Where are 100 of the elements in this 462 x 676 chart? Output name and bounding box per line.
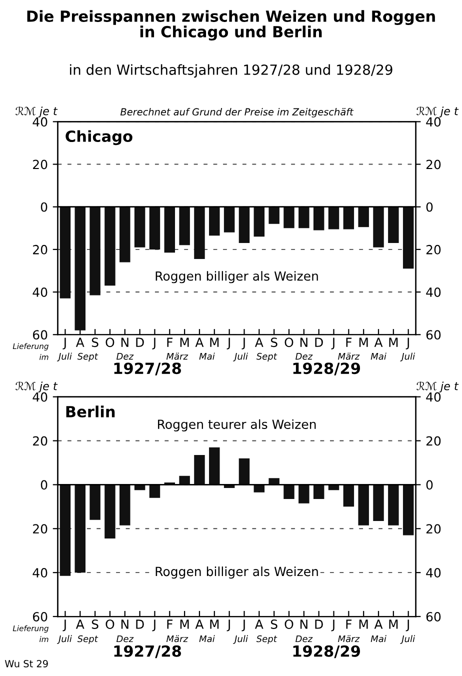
bar [313, 484, 324, 499]
y-tick-label: 40 [32, 392, 48, 402]
bar [209, 447, 220, 485]
text: Mai [199, 352, 215, 360]
text: Wu St 29 [4, 660, 48, 668]
y-tick-label: 40 [32, 288, 48, 297]
x-tick-label: D [315, 620, 323, 629]
x-tick-label: D [136, 338, 144, 347]
bar [104, 484, 116, 539]
x-tick-label: A [76, 338, 84, 347]
bar [194, 455, 205, 485]
x-tick-label: A [254, 338, 264, 347]
x-tick-label: O [284, 620, 294, 629]
x-tick-label: M [359, 620, 368, 629]
x-tick-label: M [180, 620, 189, 629]
x-tick-label: F [346, 338, 352, 347]
text: März [338, 352, 360, 360]
x-tick-label: A [374, 620, 383, 629]
text: Dez [296, 353, 313, 360]
bar [238, 458, 250, 485]
text: Mai [199, 635, 215, 642]
text: 1928/29 [293, 645, 360, 658]
x-tick-label: J [152, 338, 156, 350]
annotation: Berlin [66, 406, 115, 418]
text: Mai [370, 352, 386, 360]
x-tick-label: A [195, 338, 204, 347]
x-tick-label: M [359, 338, 368, 347]
x-tick-label: F [346, 620, 352, 629]
y2-axis-title: ℛℳ je t [416, 106, 459, 118]
text: Sept [77, 352, 98, 362]
y-tick-label: 40 [32, 117, 48, 127]
x-tick-label: S [92, 620, 98, 629]
text: Sept [256, 635, 278, 644]
x-tick-label: N [121, 338, 128, 347]
bar [149, 484, 160, 498]
x-tick-label: O [284, 338, 294, 348]
y2-axis-title: ℛℳ je t [416, 382, 459, 392]
x-tick-label: M [180, 338, 189, 347]
x-tick-label: J [62, 620, 66, 632]
y2-tick-label: 60 [426, 330, 441, 340]
y2-tick-label: 40 [426, 288, 441, 297]
x-tick-label: O [106, 620, 114, 629]
x-tick-label: J [406, 338, 409, 350]
y2-tick-label: 20 [426, 160, 441, 170]
y-tick-label: 0 [40, 202, 48, 212]
x-tick-label: F [167, 620, 173, 629]
x-tick-label: N [300, 620, 308, 629]
annotation: Chicago [66, 130, 132, 146]
y-tick-label: 20 [33, 244, 48, 254]
y2-tick-label: 0 [426, 202, 433, 212]
y2-tick-label: 40 [426, 392, 441, 402]
x-tick-label: O [106, 338, 114, 348]
x-tick-label: D [315, 338, 323, 347]
text: Juli [400, 635, 415, 644]
x-tick-label: A [195, 620, 204, 629]
y-tick-label: 20 [33, 524, 48, 534]
text: März [338, 635, 360, 642]
bar [90, 484, 100, 520]
y2-tick-label: 40 [426, 568, 441, 578]
text: Mai [370, 635, 386, 642]
x-tick-label: S [92, 338, 98, 348]
y-tick-label: 20 [33, 160, 48, 170]
y-tick-label: 40 [32, 568, 48, 578]
text: 1927/28 [114, 362, 181, 376]
bar [343, 484, 354, 507]
x-tick-label: S [270, 338, 278, 348]
bar [284, 484, 294, 499]
x-tick-label: N [121, 620, 128, 629]
y2-tick-label: 20 [426, 244, 441, 254]
text: Juli [233, 352, 248, 362]
x-tick-label: S [270, 620, 278, 629]
x-tick-label: J [152, 620, 156, 632]
text: Juli [233, 635, 248, 644]
x-tick-label: M [210, 620, 219, 629]
x-tick-label: J [331, 338, 334, 350]
x-tick-label: J [62, 338, 66, 350]
text: Dez [116, 353, 134, 360]
bar [179, 476, 190, 485]
y-tick-label: 60 [32, 612, 48, 622]
y-tick-label: 60 [32, 330, 48, 340]
text: Dez [116, 635, 134, 642]
text: Juli [57, 635, 72, 644]
y2-tick-label: 20 [426, 436, 441, 446]
bar [358, 484, 369, 526]
x-tick-label: M [389, 620, 398, 629]
annotation: Roggen billiger als Weizen [156, 271, 318, 284]
x-tick-label: M [389, 338, 398, 347]
bar [60, 484, 71, 576]
x-tick-label: J [331, 620, 334, 632]
text: Juli [400, 352, 415, 362]
x-tick-label: D [136, 620, 144, 629]
text: 1928/29 [293, 362, 360, 376]
text: Sept [256, 352, 278, 362]
annotation: Roggen billiger als Weizen [156, 566, 318, 579]
bar [402, 484, 414, 536]
x-tick-label: A [76, 620, 84, 629]
text: Berechnet auf Grund der Preise im Zeitgeschäft [120, 108, 354, 118]
chart-subtitle: in den Wirtschaftsjahren 1927/28 und 1928/29 [70, 64, 392, 78]
bar [373, 484, 384, 521]
x-tick-label: M [210, 338, 219, 347]
